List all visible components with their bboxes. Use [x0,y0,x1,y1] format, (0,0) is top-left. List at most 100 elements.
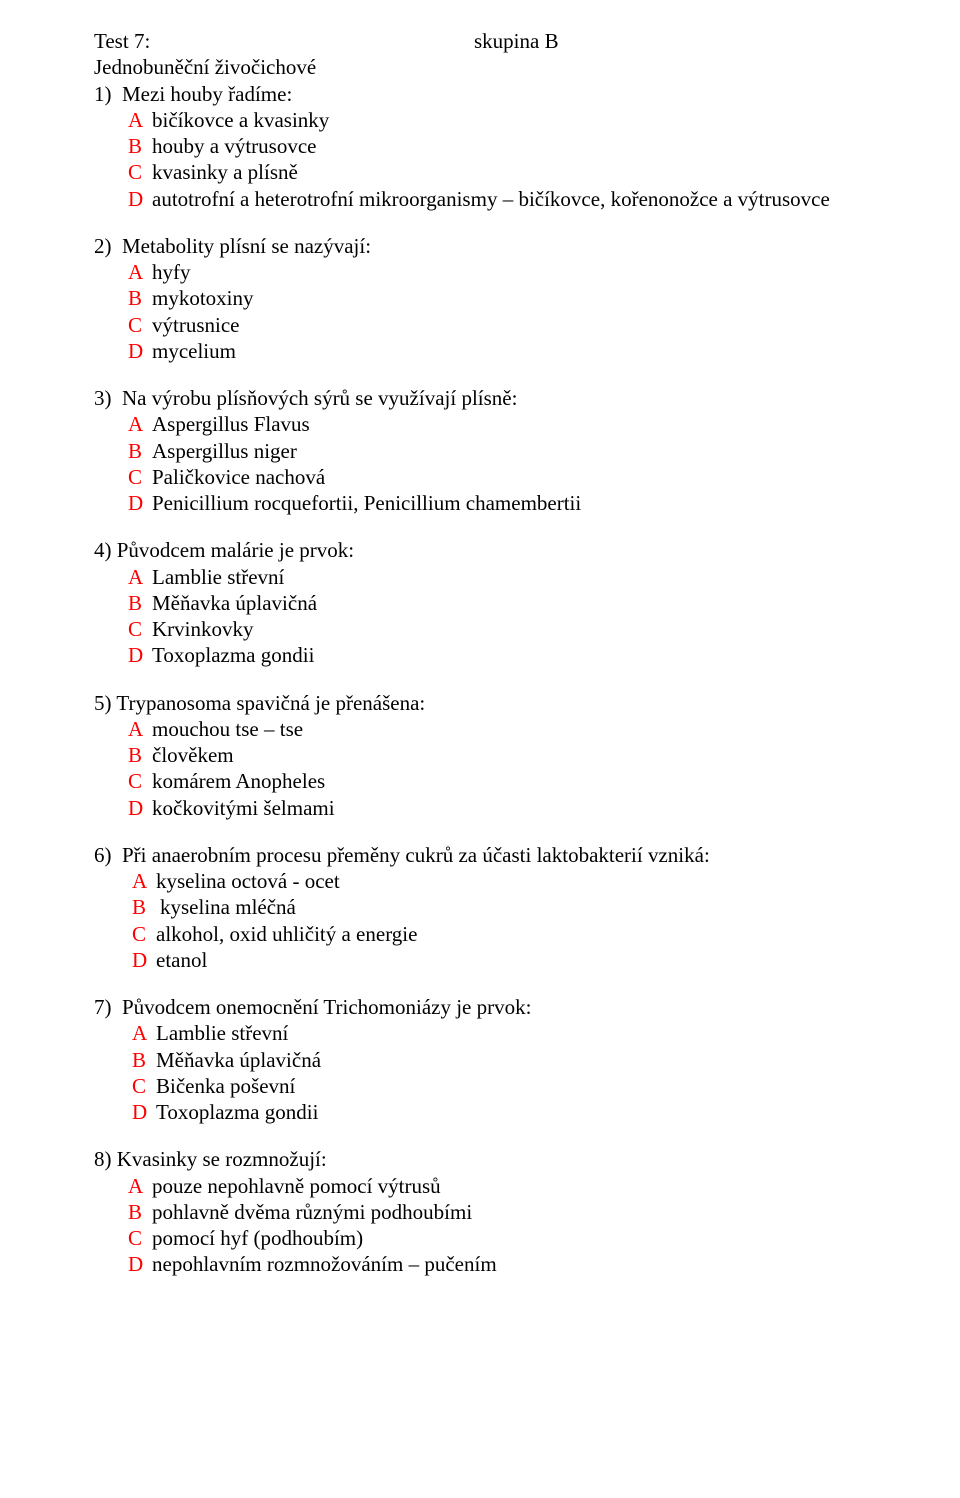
option-a: ALamblie střevní [132,1020,960,1046]
option-letter: B [128,1199,152,1225]
option-c: CBičenka poševní [132,1073,960,1099]
option-text: mykotoxiny [152,285,960,311]
option-letter: C [128,768,152,794]
option-letter: B [128,285,152,311]
option-text: Lamblie střevní [152,564,960,590]
option-text: Penicillium rocquefortii, Penicillium ch… [152,490,960,516]
option-a: AAspergillus Flavus [128,411,960,437]
option-text: Paličkovice nachová [152,464,960,490]
options: Akyselina octová - ocet B kyselina mléčn… [94,868,960,973]
option-b: Bhouby a výtrusovce [128,133,960,159]
question-body: Původcem malárie je prvok: [117,538,354,562]
question-number: 1) [94,82,112,106]
option-letter: A [128,259,152,285]
option-text: Měňavka úplavičná [152,590,960,616]
option-b: BMěňavka úplavičná [128,590,960,616]
question-body: Na výrobu plísňových sýrů se využívají p… [122,386,517,410]
question-body: Při anaerobním procesu přeměny cukrů za … [122,843,710,867]
option-b: BMěňavka úplavičná [132,1047,960,1073]
option-letter: A [128,564,152,590]
question-number: 7) [94,995,112,1019]
option-letter: D [128,1251,152,1277]
question-text: 2) Metabolity plísní se nazývají: [94,233,960,259]
option-letter: C [128,464,152,490]
option-letter: B [132,1047,156,1073]
option-letter: A [128,411,152,437]
option-text: bičíkovce a kvasinky [152,107,960,133]
option-text: Krvinkovky [152,616,960,642]
option-letter: A [128,107,152,133]
option-letter: B [128,742,152,768]
option-text: pomocí hyf (podhoubím) [152,1225,960,1251]
option-text: kyselina octová - ocet [156,868,960,894]
option-d: Dmycelium [128,338,960,364]
option-text: Toxoplazma gondii [156,1099,960,1125]
option-text: nepohlavním rozmnožováním – pučením [152,1251,960,1277]
option-text: hyfy [152,259,960,285]
option-letter: C [128,159,152,185]
question-body: Metabolity plísní se nazývají: [122,234,371,258]
option-a: Ahyfy [128,259,960,285]
option-text: Aspergillus Flavus [152,411,960,437]
option-letter: A [128,1173,152,1199]
question-number: 5) [94,691,112,715]
option-d: DPenicillium rocquefortii, Penicillium c… [128,490,960,516]
option-a: ALamblie střevní [128,564,960,590]
question-body: Mezi houby řadíme: [122,82,292,106]
option-d: Dautotrofní a heterotrofní mikroorganism… [128,186,960,212]
option-text: etanol [156,947,960,973]
option-letter: C [132,1073,156,1099]
question-number: 6) [94,843,112,867]
options: Amouchou tse – tse Bčlověkem Ckomárem An… [94,716,960,821]
question-8: 8) Kvasinky se rozmnožují: Apouze nepohl… [94,1146,960,1277]
option-b: B kyselina mléčná [132,894,960,920]
question-body: Původcem onemocnění Trichomoniázy je prv… [122,995,531,1019]
option-b: BAspergillus niger [128,438,960,464]
option-letter: A [132,868,156,894]
option-text: Aspergillus niger [152,438,960,464]
question-body: Trypanosoma spavičná je přenášena: [116,691,425,715]
question-number: 8) [94,1147,112,1171]
group-label: skupina B [474,28,960,54]
option-letter: D [128,795,152,821]
option-text: pouze nepohlavně pomocí výtrusů [152,1173,960,1199]
option-letter: B [128,438,152,464]
option-text: člověkem [152,742,960,768]
option-b: Bmykotoxiny [128,285,960,311]
option-d: DToxoplazma gondii [132,1099,960,1125]
option-c: Ckomárem Anopheles [128,768,960,794]
option-text: kočkovitými šelmami [152,795,960,821]
option-letter: C [128,616,152,642]
option-c: CKrvinkovky [128,616,960,642]
option-d: Detanol [132,947,960,973]
question-text: 5) Trypanosoma spavičná je přenášena: [94,690,960,716]
option-letter: D [132,1099,156,1125]
question-5: 5) Trypanosoma spavičná je přenášena: Am… [94,690,960,821]
option-letter: D [128,186,152,212]
option-a: Apouze nepohlavně pomocí výtrusů [128,1173,960,1199]
subtitle: Jednobuněční živočichové [94,54,960,80]
question-4: 4) Původcem malárie je prvok: ALamblie s… [94,537,960,668]
option-text: Lamblie střevní [156,1020,960,1046]
option-text: kyselina mléčná [160,894,960,920]
option-d: DToxoplazma gondii [128,642,960,668]
question-text: 4) Původcem malárie je prvok: [94,537,960,563]
option-letter: A [132,1020,156,1046]
header-row: Test 7: skupina B [94,28,960,54]
question-1: 1) Mezi houby řadíme: Abičíkovce a kvasi… [94,81,960,212]
question-text: 7) Původcem onemocnění Trichomoniázy je … [94,994,960,1020]
option-text: kvasinky a plísně [152,159,960,185]
options: AAspergillus Flavus BAspergillus niger C… [94,411,960,516]
option-a: Amouchou tse – tse [128,716,960,742]
option-d: Dkočkovitými šelmami [128,795,960,821]
option-letter: C [128,1225,152,1251]
question-number: 3) [94,386,112,410]
option-text: Toxoplazma gondii [152,642,960,668]
option-text: výtrusnice [152,312,960,338]
option-letter: C [128,312,152,338]
question-text: 6) Při anaerobním procesu přeměny cukrů … [94,842,960,868]
option-letter: D [128,338,152,364]
option-text: alkohol, oxid uhličitý a energie [156,921,960,947]
options: ALamblie střevní BMěňavka úplavičná CKrv… [94,564,960,669]
option-a: Akyselina octová - ocet [132,868,960,894]
